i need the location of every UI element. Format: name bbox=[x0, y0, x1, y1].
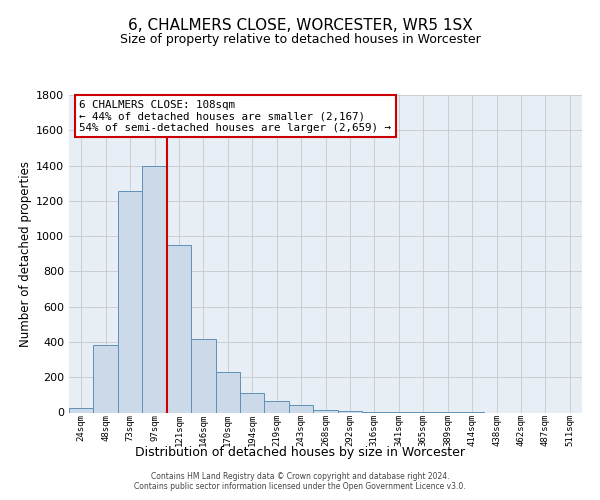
Text: Distribution of detached houses by size in Worcester: Distribution of detached houses by size … bbox=[135, 446, 465, 459]
Bar bbox=[191, 340, 215, 412]
Y-axis label: Number of detached properties: Number of detached properties bbox=[19, 161, 32, 347]
Bar bbox=[94, 344, 118, 412]
Text: Contains public sector information licensed under the Open Government Licence v3: Contains public sector information licen… bbox=[134, 482, 466, 491]
Bar bbox=[338, 410, 362, 412]
Text: Contains HM Land Registry data © Crown copyright and database right 2024.: Contains HM Land Registry data © Crown c… bbox=[151, 472, 449, 481]
Bar bbox=[265, 401, 289, 412]
Bar bbox=[215, 372, 240, 412]
Text: 6 CHALMERS CLOSE: 108sqm
← 44% of detached houses are smaller (2,167)
54% of sem: 6 CHALMERS CLOSE: 108sqm ← 44% of detach… bbox=[79, 100, 391, 133]
Text: 6, CHALMERS CLOSE, WORCESTER, WR5 1SX: 6, CHALMERS CLOSE, WORCESTER, WR5 1SX bbox=[128, 18, 472, 32]
Bar bbox=[69, 408, 94, 412]
Bar bbox=[240, 393, 265, 412]
Bar bbox=[167, 245, 191, 412]
Bar bbox=[118, 191, 142, 412]
Bar bbox=[142, 166, 167, 412]
Bar bbox=[289, 406, 313, 412]
Text: Size of property relative to detached houses in Worcester: Size of property relative to detached ho… bbox=[119, 32, 481, 46]
Bar bbox=[313, 410, 338, 412]
